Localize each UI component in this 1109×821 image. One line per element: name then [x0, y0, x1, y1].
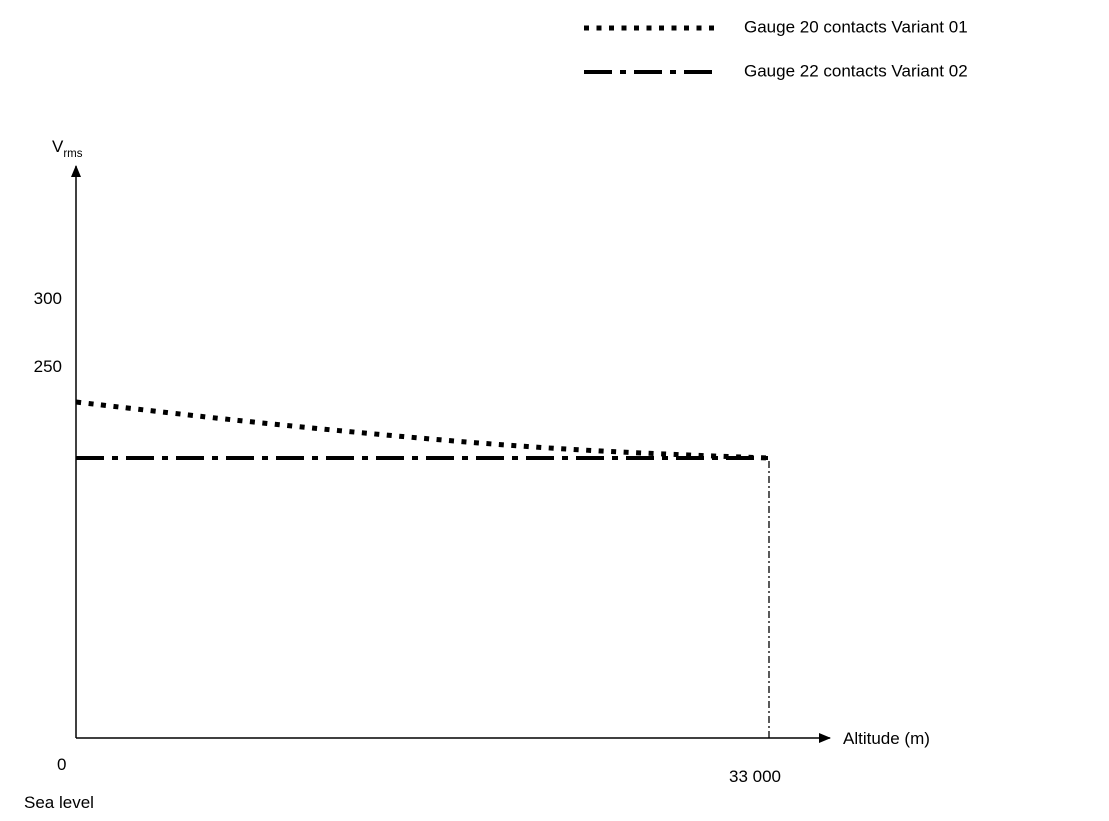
series-line-1 — [75, 399, 770, 461]
legend-label-series-1: Gauge 20 contacts Variant 01 — [744, 17, 968, 36]
y-tick-label-250: 250 — [34, 357, 62, 376]
y-axis-label-subscript: rms — [63, 148, 82, 160]
x-tick-label-33000: 33 000 — [729, 767, 781, 786]
sea-level-caption: Sea level — [24, 793, 94, 812]
y-axis-label-main: V — [52, 137, 64, 156]
x-axis-label: Altitude (m) — [843, 729, 930, 748]
legend-label-series-2: Gauge 22 contacts Variant 02 — [744, 61, 968, 80]
x-origin-label: 0 — [57, 755, 66, 774]
plot-area — [75, 399, 770, 738]
y-axis-label: Vrms — [52, 137, 83, 160]
legend: Gauge 20 contacts Variant 01 Gauge 22 co… — [584, 17, 968, 80]
y-tick-label-300: 300 — [34, 289, 62, 308]
